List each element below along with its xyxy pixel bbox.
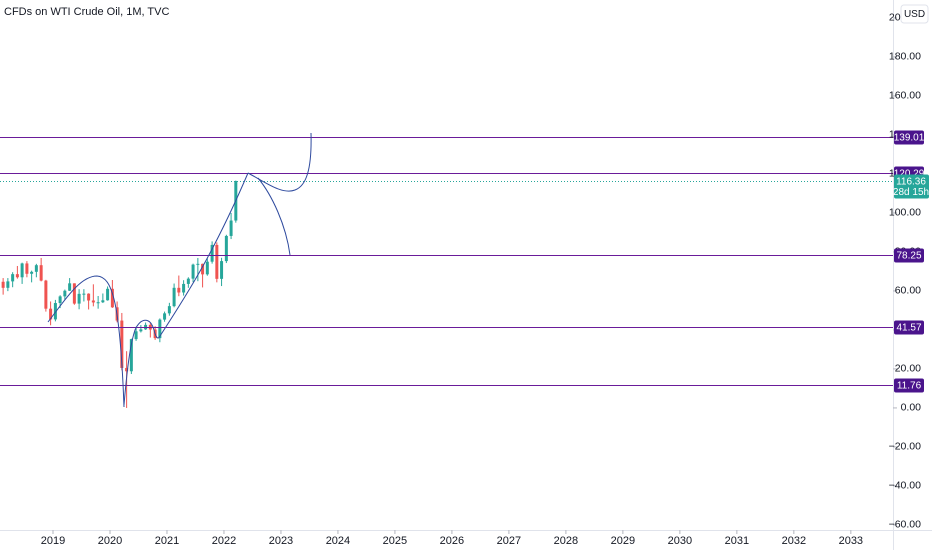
candle-body [49, 308, 53, 320]
candle-body [11, 274, 15, 282]
candle-body [6, 281, 10, 288]
y-tick-label: 60.00 [895, 285, 921, 297]
x-tick-label: 2031 [725, 535, 749, 547]
candle-body [163, 313, 167, 320]
last-price-box [894, 174, 929, 199]
x-tick-label: 2024 [326, 535, 350, 547]
candle-body [158, 319, 162, 339]
countdown-label: 28d 15h [893, 187, 929, 198]
candle-body [186, 278, 190, 284]
drawing-curve [247, 132, 312, 192]
candle-body [58, 296, 62, 304]
price-label: 41.57 [896, 323, 921, 334]
candle-body [110, 288, 114, 308]
candle-body [1, 281, 5, 288]
drawing-curve [257, 177, 291, 256]
candle-body [106, 288, 110, 301]
price-label-box [894, 320, 924, 335]
candle-body [15, 274, 19, 278]
chart-title: CFDs on WTI Crude Oil, 1M, TVC [4, 6, 169, 18]
candle-body [20, 263, 24, 278]
y-tick-label: 160.00 [889, 90, 921, 102]
y-tick-label: 180.00 [889, 51, 921, 63]
candle-body [172, 287, 176, 307]
y-tick-label: −40.00 [889, 480, 922, 492]
price-label: 139.01 [894, 133, 925, 144]
drawings [47, 132, 312, 408]
price-label: 78.25 [896, 251, 921, 262]
candle-body [224, 235, 228, 262]
price-label-box [894, 130, 924, 145]
candle-body [25, 263, 29, 274]
y-tick-label: 20.00 [895, 363, 921, 375]
axis: −60.00−40.00−20.000.0020.0040.0060.0080.… [41, 12, 929, 547]
candle-body [72, 283, 76, 304]
candle-body [215, 244, 219, 279]
candle-body [182, 283, 186, 293]
candle-body [39, 265, 43, 281]
candle-body [196, 263, 200, 265]
price-label-box [894, 378, 924, 393]
y-tick-label: 0.00 [901, 402, 922, 414]
candle-body [77, 293, 81, 304]
candle-body [34, 265, 38, 272]
candle-body [87, 293, 91, 301]
x-tick-label: 2023 [269, 535, 293, 547]
candle-body [205, 261, 209, 275]
candle-body [167, 306, 171, 314]
x-tick-label: 2032 [782, 535, 806, 547]
currency-label: USD [904, 9, 925, 20]
x-tick-label: 2022 [212, 535, 236, 547]
x-tick-label: 2020 [98, 535, 122, 547]
x-tick-label: 2033 [839, 535, 863, 547]
candle-body [177, 287, 181, 293]
currency-button[interactable] [900, 4, 929, 24]
candle-body [82, 293, 86, 295]
candle-body [191, 264, 195, 279]
candle-body [30, 271, 34, 274]
candle-body [44, 280, 48, 309]
y-tick-label: 100.00 [889, 207, 921, 219]
candle-body [229, 220, 233, 236]
y-tick-label: −60.00 [889, 519, 922, 531]
candle-body [91, 300, 95, 303]
price-label-box [894, 248, 924, 263]
candle-body [134, 331, 138, 340]
y-tick-label: −20.00 [889, 441, 922, 453]
x-tick-label: 2030 [668, 535, 692, 547]
x-tick-label: 2021 [155, 535, 179, 547]
drawing-curve [123, 172, 249, 406]
candle-body [139, 329, 143, 332]
candle-body [201, 263, 205, 275]
plot [0, 137, 893, 408]
candle-body [210, 244, 214, 262]
x-tick-label: 2029 [611, 535, 635, 547]
x-tick-label: 2027 [497, 535, 521, 547]
price-label: 11.76 [897, 381, 922, 392]
price-label: 120.29 [894, 169, 925, 180]
candle-body [53, 303, 57, 320]
candle-body [129, 339, 133, 372]
candle-body [68, 283, 72, 291]
x-tick-label: 2025 [383, 535, 407, 547]
candle-body [96, 302, 100, 304]
candle-body [120, 320, 124, 368]
candle-body [63, 290, 67, 297]
x-tick-label: 2026 [440, 535, 464, 547]
candle-body [220, 261, 224, 279]
last-price-label: 116.36 [896, 177, 926, 188]
candle-body [101, 300, 105, 303]
x-tick-label: 2028 [554, 535, 578, 547]
x-tick-label: 2019 [41, 535, 65, 547]
candle-body [125, 367, 129, 372]
drawing-curve [47, 275, 125, 408]
